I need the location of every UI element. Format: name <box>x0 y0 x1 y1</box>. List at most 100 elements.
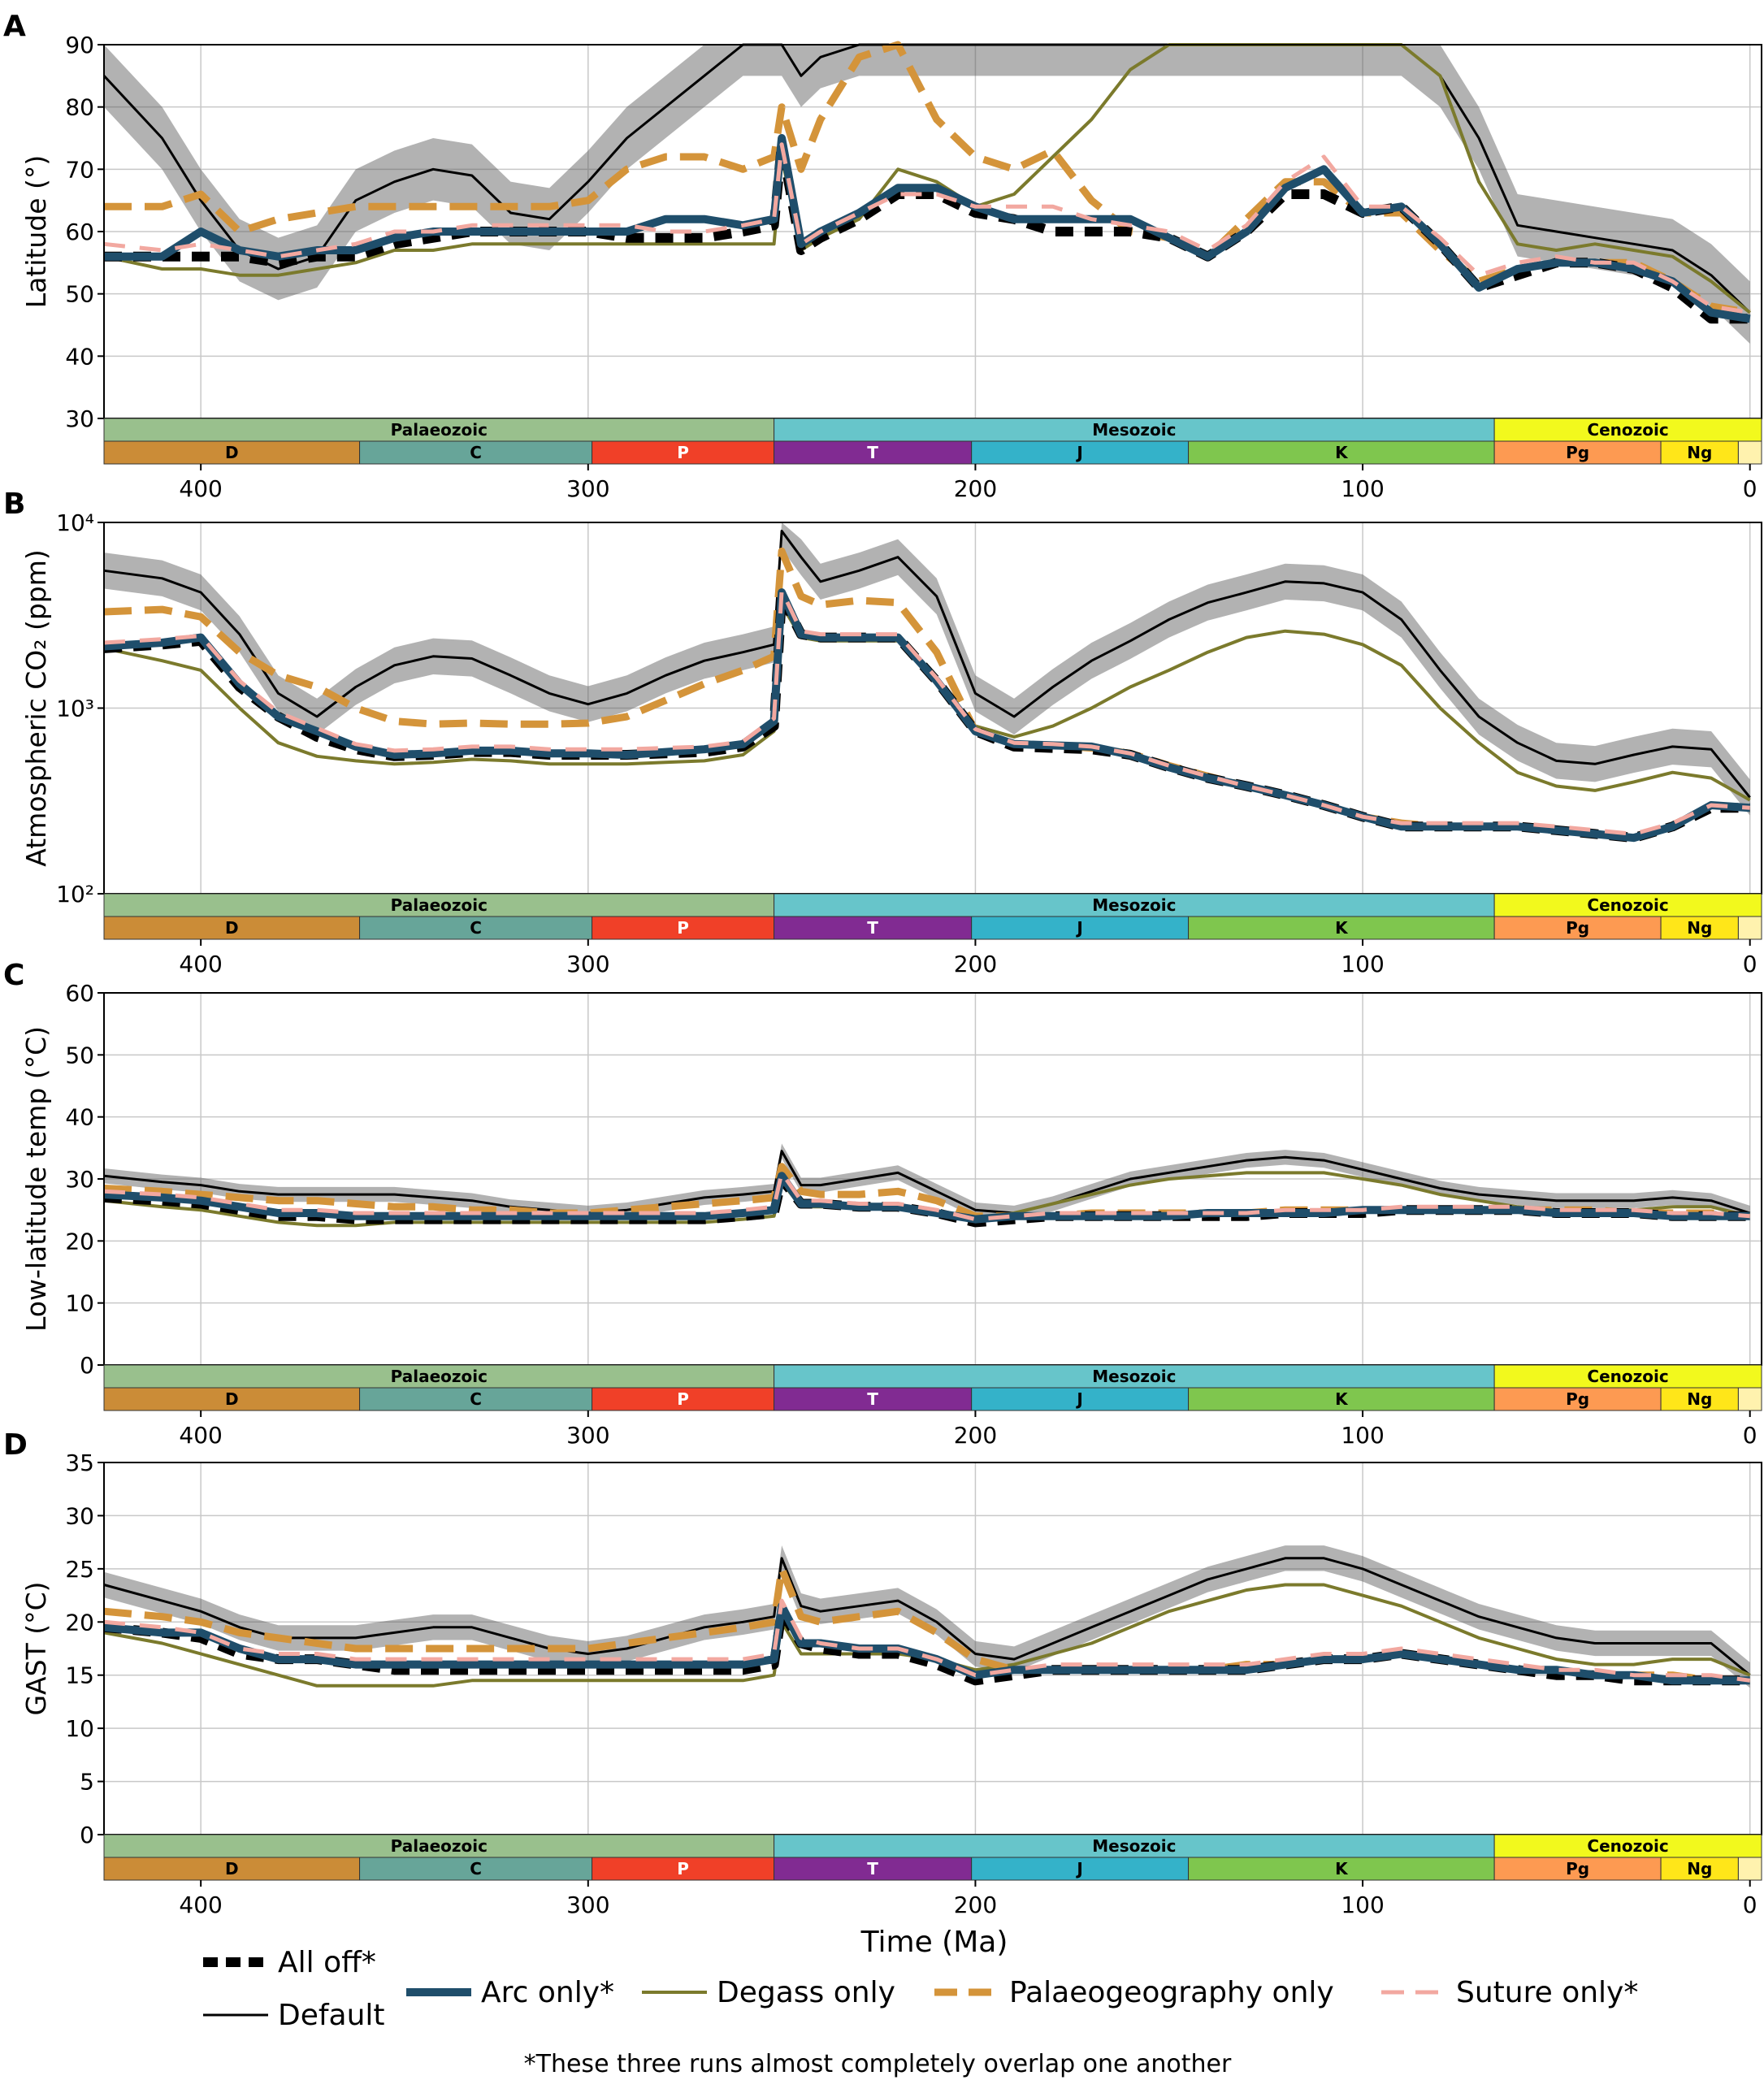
x-tick-label: 0 <box>1743 1892 1757 1918</box>
era-block <box>103 418 775 442</box>
period-block <box>774 1857 973 1881</box>
period-block <box>103 916 361 940</box>
period-block <box>774 916 973 940</box>
period-label: Pg <box>1566 918 1589 938</box>
period-block <box>1660 1387 1739 1411</box>
x-tick-label: 100 <box>1341 1892 1384 1918</box>
period-label: D <box>225 1859 239 1878</box>
period-block <box>103 440 361 465</box>
era-block <box>1493 893 1762 917</box>
period-label: Ng <box>1687 918 1712 938</box>
x-tick-label: 0 <box>1743 951 1757 977</box>
series-suture-only-line <box>103 1170 1750 1222</box>
era-label: Cenozoic <box>1587 1836 1668 1856</box>
y-tick-label: 10⁴ <box>56 509 94 536</box>
era-label: Mesozoic <box>1092 1836 1176 1856</box>
y-tick-label: 80 <box>65 94 94 121</box>
x-tick-label: 200 <box>954 1892 997 1918</box>
series-suture-only-line <box>103 588 1750 836</box>
series-suture-only-line <box>103 142 1751 315</box>
x-tick-label: 300 <box>566 951 609 977</box>
period-block <box>971 440 1190 465</box>
period-block <box>103 1857 361 1881</box>
x-tick-label: 300 <box>566 475 609 502</box>
era-label: Palaeozoic <box>391 1836 488 1856</box>
x-tick-label: 400 <box>179 951 222 977</box>
x-tick-label: 200 <box>954 951 997 977</box>
period-label: P <box>677 1859 689 1878</box>
period-block <box>592 440 775 465</box>
era-label: Mesozoic <box>1092 420 1176 440</box>
y-tick-label: 25 <box>65 1556 94 1583</box>
y-tick-label: 30 <box>65 405 94 432</box>
legend-label: Suture only* <box>1456 1976 1638 2009</box>
x-tick-label: 400 <box>179 1892 222 1918</box>
period-label: Pg <box>1566 1389 1589 1409</box>
period-block <box>1188 1857 1495 1881</box>
era-block <box>103 1364 775 1389</box>
period-label: J <box>1075 918 1082 938</box>
period-label: P <box>677 918 689 938</box>
panel-A: A 30 40 50 60 70 80 90 Latitude (°) Palaeozoic Mes… <box>3 10 1762 502</box>
x-axis-label: Time (Ma) <box>860 1926 1008 1959</box>
period-block <box>592 1387 775 1411</box>
period-label: J <box>1075 1389 1082 1409</box>
x-tick-label: 0 <box>1743 475 1757 502</box>
legend-label: Degass only <box>717 1976 895 2009</box>
panel-letter: B <box>3 488 25 521</box>
period-block <box>1493 916 1662 940</box>
period-block <box>1660 916 1739 940</box>
y-axis-label: Latitude (°) <box>20 155 52 309</box>
period-block <box>1737 916 1762 940</box>
y-tick-label: 0 <box>80 1352 94 1379</box>
panel-C: C 0 10 20 30 40 50 60 Low-latitude temp (°C) Pala… <box>3 959 1762 1449</box>
period-label: C <box>470 918 482 938</box>
era-block <box>1493 418 1762 442</box>
legend-label: Palaeogeography only <box>1009 1976 1334 2009</box>
period-block <box>592 1857 775 1881</box>
panel-letter: D <box>3 1428 28 1462</box>
era-label: Cenozoic <box>1587 1367 1668 1386</box>
x-tick-label: 200 <box>954 1422 997 1449</box>
era-label: Mesozoic <box>1092 1367 1176 1386</box>
y-tick-label: 40 <box>65 343 94 370</box>
period-block <box>1493 440 1662 465</box>
y-tick-label: 35 <box>65 1450 94 1476</box>
era-block <box>774 893 1495 917</box>
y-axis-label: Low-latitude temp (°C) <box>20 1026 52 1332</box>
y-axis-label: GAST (°C) <box>20 1581 52 1715</box>
period-block <box>1188 1387 1495 1411</box>
x-tick-label: 100 <box>1341 475 1384 502</box>
period-block <box>1493 1387 1662 1411</box>
era-block <box>103 893 775 917</box>
period-label: T <box>867 443 878 462</box>
period-label: Pg <box>1566 443 1589 462</box>
legend-label: Arc only* <box>481 1976 614 2009</box>
period-block <box>1660 440 1739 465</box>
series-arc-only-line <box>103 588 1751 843</box>
panel-D: D 0 5 10 15 20 25 30 35 GAST (°C) Palaeozoic Mesozo… <box>3 1428 1762 1918</box>
period-label: Ng <box>1687 443 1712 462</box>
period-label: T <box>867 1859 878 1878</box>
y-tick-label: 10 <box>65 1715 94 1742</box>
y-tick-label: 10² <box>56 881 94 908</box>
period-block <box>1737 1857 1762 1881</box>
y-tick-label: 40 <box>65 1104 94 1131</box>
period-block <box>971 1857 1190 1881</box>
era-block <box>1493 1364 1762 1389</box>
legend: All off* Default Arc only* Degass only Palae… <box>203 1946 1638 2032</box>
period-block <box>359 916 593 940</box>
period-label: Ng <box>1687 1389 1712 1409</box>
footnote: *These three runs almost completely over… <box>524 2050 1232 2078</box>
y-axis-label: Atmospheric CO₂ (ppm) <box>20 549 52 867</box>
x-tick-label: 100 <box>1341 951 1384 977</box>
period-label: Pg <box>1566 1859 1589 1878</box>
period-block <box>1737 440 1762 465</box>
series-arc-only-line <box>103 1172 1750 1224</box>
x-tick-label: 400 <box>179 1422 222 1449</box>
period-block <box>1660 1857 1739 1881</box>
period-block <box>971 916 1190 940</box>
period-label: K <box>1335 1389 1349 1409</box>
